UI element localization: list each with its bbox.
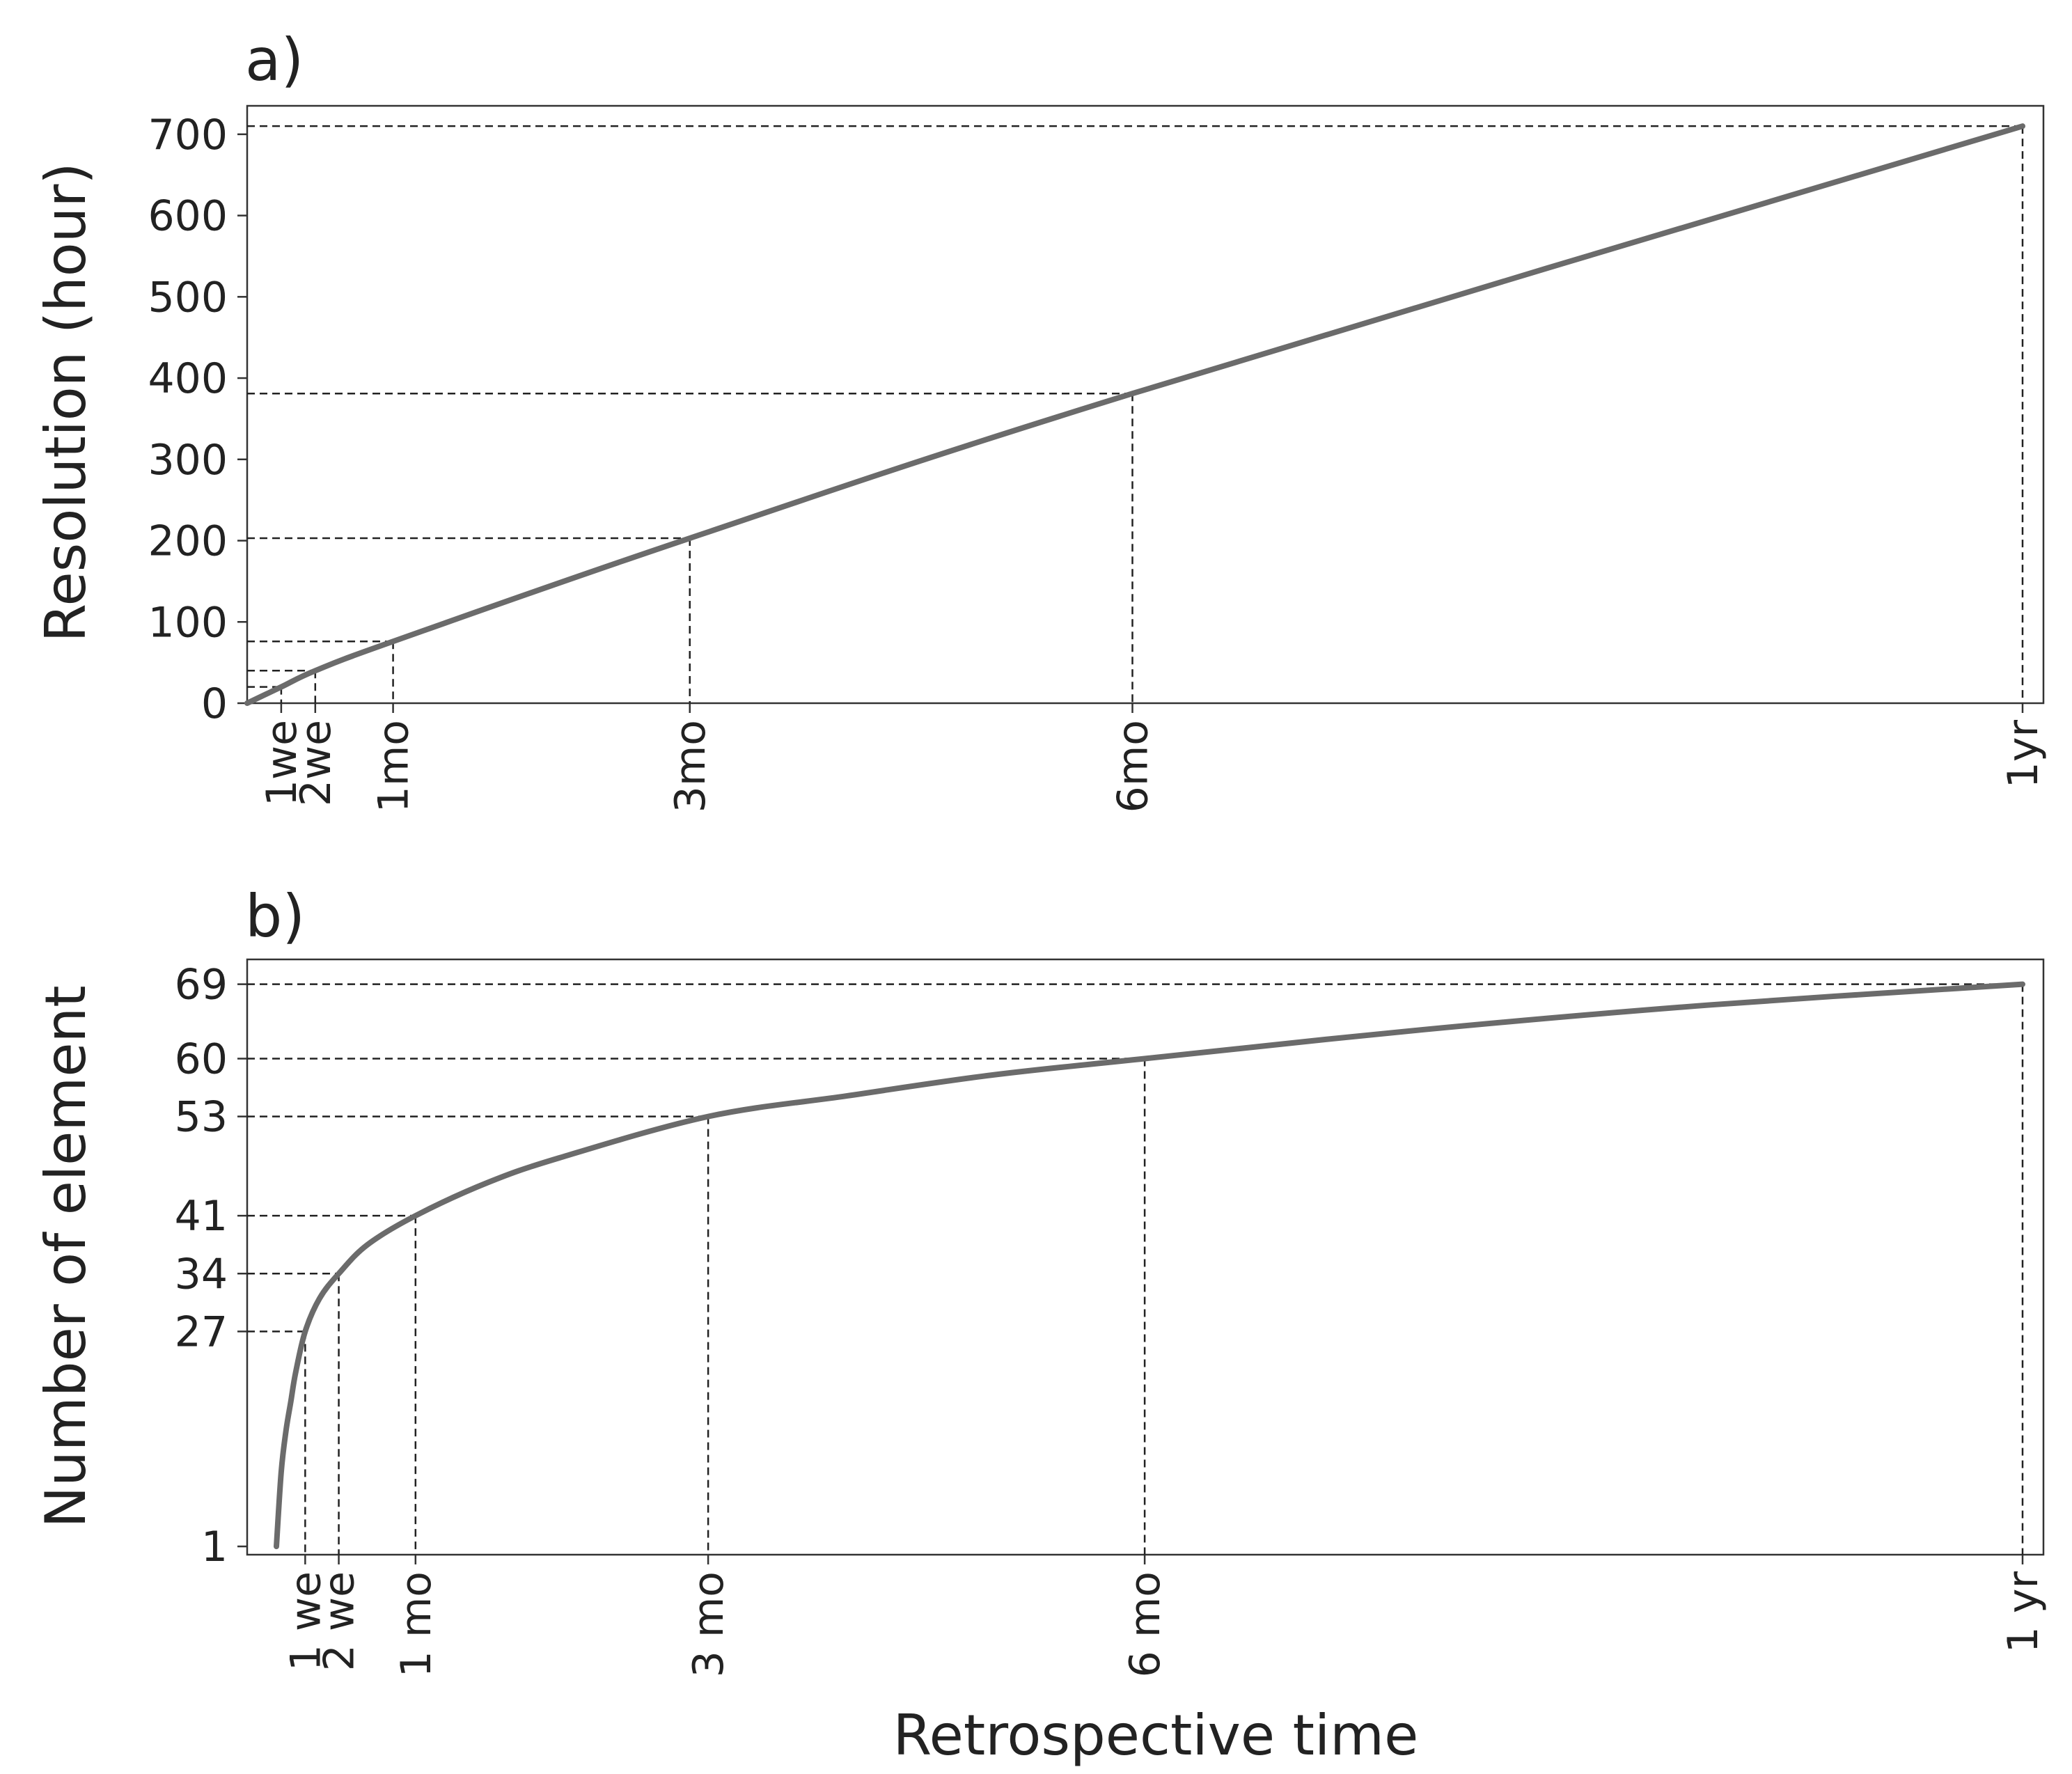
x-tick-label: 1yr <box>1999 720 2048 789</box>
guide-lines <box>247 983 2024 1555</box>
y-tick-label: 400 <box>148 354 228 403</box>
guide-lines <box>247 125 2024 703</box>
y-tick-label: 700 <box>148 111 228 159</box>
x-tick-label: 3mo <box>666 720 715 813</box>
panel-label: a) <box>245 26 304 94</box>
y-axis-label: Number of element <box>33 985 98 1528</box>
y-ticks: 0 100 200 300 400 500 600 700 <box>148 111 247 728</box>
y-tick-label: 53 <box>175 1093 228 1142</box>
y-tick-label: 300 <box>148 436 228 485</box>
x-tick-label: 6 mo <box>1121 1571 1170 1677</box>
x-tick-label: 1we <box>258 720 306 806</box>
x-ticks: 1 we2 we 1 mo 3 mo 6 mo 1 yr <box>281 1555 2048 1677</box>
y-axis-label: Resolution (hour) <box>33 162 98 642</box>
panel-a: a) Resolution (hour) 0 100 200 300 400 500 600… <box>33 26 2048 813</box>
y-tick-label: 100 <box>148 598 228 647</box>
panel-label: b) <box>245 882 305 950</box>
panel-b: b) Number of element 1 27 34 41 53 60 69 1 we2… <box>33 882 2048 1768</box>
y-tick-label: 60 <box>175 1035 228 1084</box>
y-tick-label: 0 <box>201 680 228 728</box>
y-tick-label: 500 <box>148 273 228 322</box>
plot-frame <box>246 104 2045 705</box>
x-axis-label: Retrospective time <box>893 1703 1419 1768</box>
y-tick-label: 69 <box>175 961 228 1010</box>
x-tick-label: 3 mo <box>684 1571 733 1677</box>
x-tick-label: 2 we <box>315 1571 364 1671</box>
x-tick-label: 1 mo <box>392 1571 441 1677</box>
y-ticks: 1 27 34 41 53 60 69 <box>175 961 247 1571</box>
y-tick-label: 27 <box>175 1308 228 1356</box>
y-tick-label: 1 <box>201 1523 228 1571</box>
x-tick-label: 6mo <box>1109 720 1158 813</box>
x-tick-label: 1mo <box>370 720 418 813</box>
x-tick-label: 1 we <box>281 1571 330 1671</box>
y-tick-label: 200 <box>148 517 228 566</box>
y-tick-label: 34 <box>175 1250 228 1298</box>
y-tick-label: 41 <box>175 1192 228 1241</box>
series-line <box>244 123 2025 706</box>
x-tick-label: 1 yr <box>1999 1571 2048 1654</box>
x-tick-label: 2we <box>292 720 340 806</box>
series-line <box>274 981 2025 1550</box>
y-tick-label: 600 <box>148 192 228 241</box>
